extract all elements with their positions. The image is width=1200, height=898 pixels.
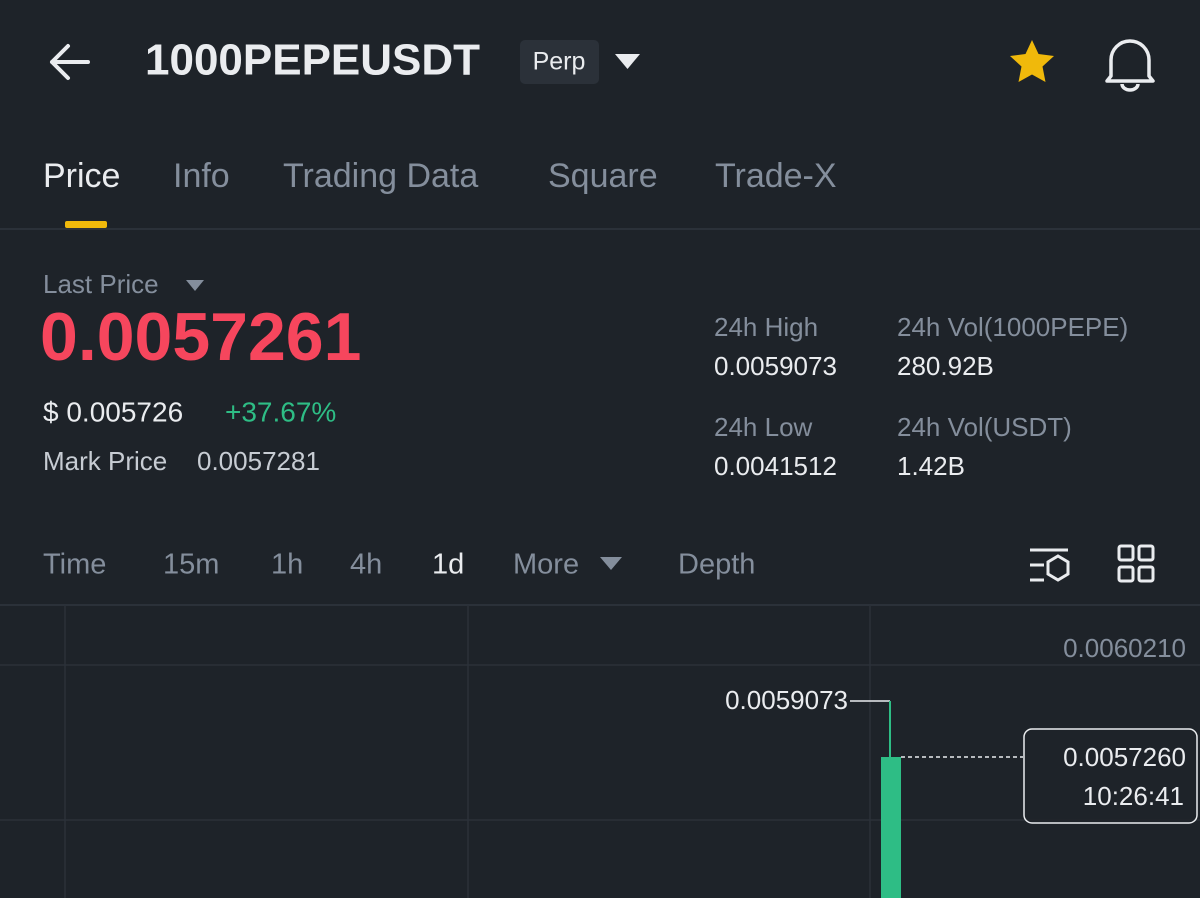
interval-option[interactable]: More — [513, 549, 579, 581]
tab[interactable]: Price — [43, 157, 120, 195]
countdown: 10:26:41 — [1083, 781, 1184, 811]
usd-price: $ 0.005726 — [43, 396, 183, 427]
interval-option[interactable]: Time — [43, 549, 106, 581]
back-arrow — [50, 44, 90, 80]
interval-option[interactable]: 1h — [271, 549, 303, 581]
grid-cell — [1137, 565, 1155, 583]
candle-body — [881, 757, 901, 898]
interval-option[interactable]: 1d — [432, 549, 464, 581]
stat-value: 280.92B — [897, 351, 994, 381]
bell-icon — [1105, 39, 1155, 92]
high-label: 0.0059073 — [725, 685, 848, 715]
interval-option[interactable]: Depth — [678, 549, 755, 581]
last-price-label[interactable]: Last Price — [43, 269, 159, 299]
stat-label: 24h High — [714, 312, 818, 342]
mark-price-label: Mark Price — [43, 446, 167, 476]
price-dropdown[interactable] — [186, 280, 204, 291]
tab[interactable]: Trade-X — [715, 157, 837, 195]
stat-value: 0.0059073 — [714, 351, 837, 381]
alert-bell[interactable] — [1105, 39, 1155, 92]
price-axis-label: 0.0060210 — [1063, 633, 1186, 663]
interval-option[interactable]: 4h — [350, 549, 382, 581]
last-price: 0.0057261 — [40, 299, 361, 375]
stat-value: 1.42B — [897, 451, 965, 481]
stat-label: 24h Vol(USDT) — [897, 412, 1072, 442]
mark-price: 0.0057281 — [197, 446, 320, 476]
perp-badge: Perp — [533, 48, 586, 76]
stat-label: 24h Vol(1000PEPE) — [897, 312, 1128, 342]
stat-value: 0.0041512 — [714, 451, 837, 481]
favorite-star[interactable] — [1010, 40, 1054, 82]
more-dropdown[interactable] — [600, 557, 622, 570]
settings-hex — [1046, 554, 1070, 582]
current-price-box — [1023, 728, 1198, 824]
grid-cell — [1137, 544, 1155, 562]
tab[interactable]: Square — [548, 157, 658, 195]
active-tab-indicator — [65, 221, 107, 228]
stat-label: 24h Low — [714, 412, 813, 442]
back-button[interactable] — [50, 44, 90, 80]
tab[interactable]: Trading Data — [283, 157, 478, 195]
badge-bg — [520, 40, 599, 84]
tab[interactable]: Info — [173, 157, 230, 195]
symbol-title: 1000PEPEUSDT — [145, 36, 480, 85]
grid-cell — [1117, 565, 1135, 583]
settings-lines — [1030, 548, 1068, 582]
grid-cell — [1117, 544, 1135, 562]
symbol-dropdown[interactable] — [615, 54, 640, 69]
layout-button[interactable] — [1117, 544, 1155, 583]
chart-grid — [0, 605, 1200, 898]
price-change: +37.67% — [225, 396, 336, 427]
current-price: 0.0057260 — [1063, 742, 1186, 772]
interval-option[interactable]: 15m — [163, 549, 219, 581]
indicator-settings[interactable] — [1030, 548, 1070, 582]
